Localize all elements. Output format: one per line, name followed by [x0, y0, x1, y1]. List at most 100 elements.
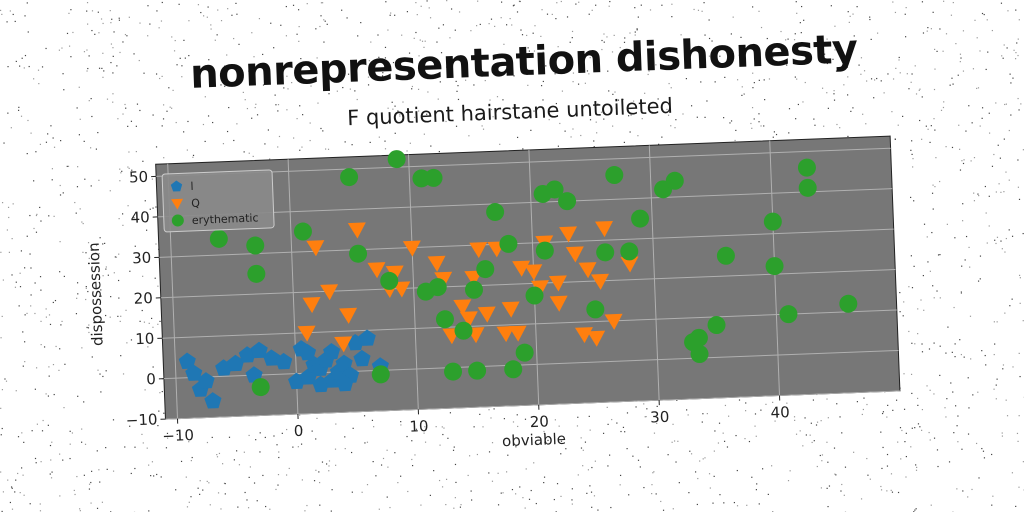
- noise-dot: [984, 185, 986, 188]
- noise-dot: [75, 212, 77, 214]
- x-tick-label: 30: [650, 408, 670, 427]
- noise-dot: [381, 75, 384, 77]
- noise-dot: [745, 410, 747, 412]
- noise-dot: [543, 430, 545, 433]
- noise-dot: [156, 10, 158, 12]
- data-point-l: [335, 354, 353, 372]
- noise-dot: [527, 84, 529, 86]
- noise-dot: [866, 457, 868, 460]
- noise-dot: [937, 254, 940, 256]
- noise-dot: [490, 108, 493, 111]
- noise-dot: [275, 488, 277, 491]
- noise-dot: [522, 497, 524, 499]
- noise-dot: [897, 491, 900, 494]
- noise-dot: [116, 65, 118, 67]
- noise-dot: [78, 86, 80, 88]
- noise-dot: [911, 427, 913, 429]
- noise-dot: [910, 81, 912, 83]
- noise-dot: [526, 34, 528, 37]
- noise-dot: [833, 90, 835, 92]
- noise-dot: [26, 2, 28, 4]
- noise-dot: [26, 312, 28, 315]
- noise-dot: [587, 469, 590, 471]
- noise-dot: [1006, 47, 1008, 49]
- noise-dot: [39, 206, 41, 209]
- noise-dot: [399, 113, 401, 116]
- noise-dot: [160, 20, 163, 22]
- noise-dot: [730, 33, 732, 35]
- noise-dot: [21, 57, 23, 59]
- noise-dot: [983, 13, 985, 16]
- noise-dot: [152, 366, 154, 368]
- noise-dot: [839, 127, 841, 129]
- noise-dot: [47, 133, 49, 135]
- noise-dot: [66, 165, 68, 168]
- noise-dot: [925, 125, 927, 127]
- noise-dot: [945, 33, 948, 35]
- noise-dot: [892, 1, 894, 3]
- noise-dot: [106, 468, 108, 470]
- noise-dot: [70, 9, 72, 11]
- noise-dot: [1003, 191, 1005, 193]
- noise-dot: [90, 481, 92, 484]
- noise-dot: [775, 133, 778, 136]
- noise-dot: [392, 61, 395, 64]
- noise-dot: [115, 256, 118, 258]
- noise-dot: [161, 1, 163, 4]
- noise-dot: [809, 434, 811, 436]
- noise-dot: [236, 13, 238, 15]
- noise-dot: [273, 435, 275, 437]
- noise-dot: [582, 465, 584, 467]
- noise-dot: [378, 136, 380, 138]
- noise-dot: [298, 40, 300, 42]
- noise-dot: [933, 437, 936, 439]
- noise-dot: [701, 10, 703, 12]
- noise-dot: [267, 129, 269, 131]
- noise-dot: [921, 138, 923, 140]
- noise-dot: [66, 32, 69, 35]
- noise-dot: [951, 146, 954, 149]
- noise-dot: [253, 482, 256, 484]
- noise-dot: [48, 314, 51, 316]
- data-point-Q: [548, 275, 567, 292]
- x-grid-line: [648, 145, 660, 401]
- noise-dot: [147, 5, 149, 7]
- noise-dot: [19, 272, 21, 274]
- noise-dot: [82, 251, 84, 253]
- noise-dot: [491, 71, 494, 73]
- x-tick-label: 0: [293, 422, 303, 440]
- noise-dot: [293, 137, 295, 139]
- noise-dot: [525, 468, 527, 470]
- noise-dot: [929, 389, 931, 391]
- data-point-erythematic: [665, 171, 684, 190]
- noise-dot: [248, 476, 250, 479]
- data-point-l: [358, 329, 376, 346]
- noise-dot: [844, 466, 847, 468]
- noise-dot: [323, 41, 325, 43]
- noise-dot: [963, 356, 965, 358]
- noise-dot: [869, 18, 871, 21]
- noise-dot: [945, 146, 947, 148]
- noise-dot: [335, 423, 337, 425]
- noise-dot: [804, 417, 806, 419]
- noise-dot: [24, 341, 26, 343]
- noise-dot: [979, 278, 981, 280]
- noise-dot: [841, 483, 843, 486]
- noise-dot: [397, 482, 399, 484]
- noise-dot: [48, 366, 50, 368]
- noise-dot: [688, 492, 690, 494]
- noise-dot: [939, 374, 941, 377]
- data-point-erythematic: [428, 278, 447, 297]
- noise-dot: [542, 99, 544, 101]
- noise-dot: [1008, 179, 1010, 181]
- noise-dot: [978, 194, 980, 197]
- noise-dot: [328, 460, 331, 462]
- noise-dot: [27, 31, 29, 33]
- noise-dot: [453, 446, 455, 448]
- noise-dot: [847, 94, 849, 96]
- x-tick-label: 10: [409, 417, 429, 436]
- noise-dot: [162, 118, 165, 120]
- noise-dot: [921, 96, 923, 98]
- noise-dot: [119, 320, 121, 323]
- noise-dot: [156, 473, 158, 476]
